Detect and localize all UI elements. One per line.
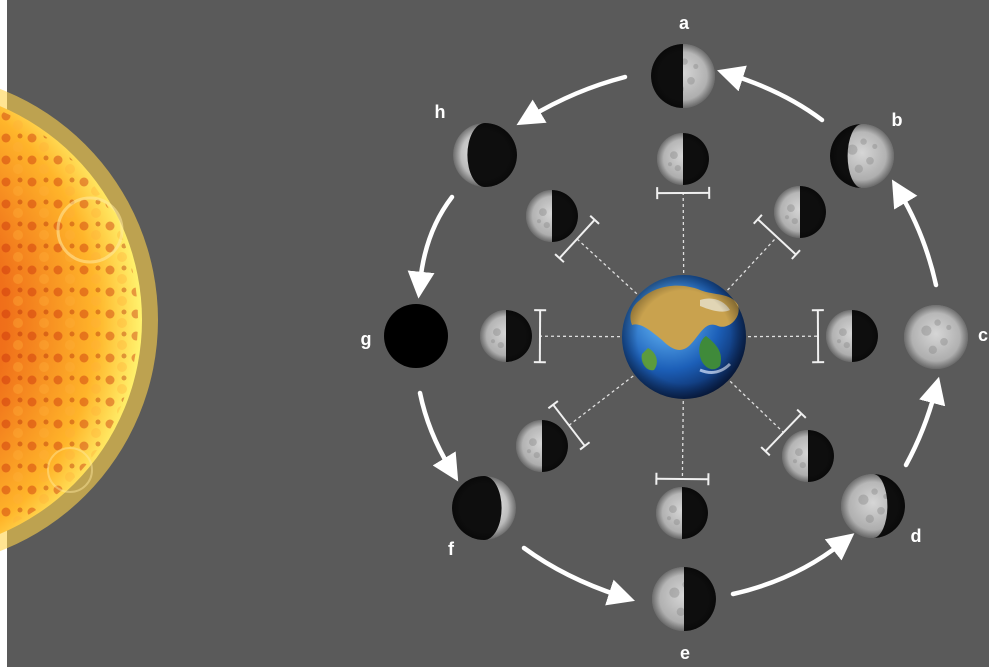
bracket-5 xyxy=(655,472,710,486)
inner-moon-1-icon xyxy=(657,133,709,185)
orbit-arrow-6 xyxy=(521,545,635,606)
orbit-arrow-1 xyxy=(516,74,628,126)
sight-line-2 xyxy=(727,236,778,291)
phase-label-a: a xyxy=(679,13,690,33)
sight-line-4 xyxy=(729,380,784,433)
orbit-arrow-2 xyxy=(717,65,825,123)
phase-label-b: b xyxy=(892,110,903,130)
sight-line-5 xyxy=(681,400,684,480)
moon-phase-d-icon xyxy=(841,474,905,538)
sight-lines xyxy=(533,186,825,486)
bracket-1 xyxy=(656,186,711,200)
bracket-2 xyxy=(752,214,801,260)
orbit-arrow-7 xyxy=(417,390,459,482)
inner-moon-8-icon xyxy=(526,190,578,242)
moon-phase-c-icon xyxy=(904,305,968,369)
bracket-7 xyxy=(533,309,547,364)
phase-label-f: f xyxy=(448,539,455,559)
orbit-arrow-4 xyxy=(903,376,946,468)
orbit-arrows xyxy=(407,65,946,606)
moon-phase-h-icon xyxy=(453,123,517,187)
inner-moon-7-icon xyxy=(480,310,532,362)
phase-label-c: c xyxy=(978,325,988,345)
inner-moon-6-icon xyxy=(516,420,568,472)
sight-line-8 xyxy=(576,238,638,295)
outer-moon-phases xyxy=(384,44,968,631)
inner-moon-3-icon xyxy=(826,310,878,362)
sight-line-6 xyxy=(568,375,634,426)
orbit-arrow-8 xyxy=(407,194,455,299)
inner-moons xyxy=(480,133,878,539)
sun-icon xyxy=(0,2,240,638)
phase-label-e: e xyxy=(680,643,690,663)
inner-moon-4-icon xyxy=(782,430,834,482)
inner-moon-2-icon xyxy=(774,186,826,238)
moon-phase-f-icon xyxy=(452,476,516,540)
bracket-6 xyxy=(547,400,591,451)
phase-labels: a b c d e f g h xyxy=(361,13,989,663)
phase-label-h: h xyxy=(435,102,446,122)
moon-phase-a-icon xyxy=(651,44,715,108)
orbit-arrow-3 xyxy=(891,179,939,288)
phase-label-d: d xyxy=(911,526,922,546)
moon-phase-g-icon xyxy=(384,304,448,368)
orbit-arrow-5 xyxy=(730,533,855,597)
earth-icon xyxy=(622,275,746,399)
bracket-8 xyxy=(554,215,600,263)
bracket-4 xyxy=(760,408,807,457)
bracket-3 xyxy=(811,309,825,364)
inner-moon-5-icon xyxy=(656,487,708,539)
moon-phase-b-icon xyxy=(830,124,894,188)
phase-label-g: g xyxy=(361,329,372,349)
moon-phase-e-icon xyxy=(652,567,716,631)
